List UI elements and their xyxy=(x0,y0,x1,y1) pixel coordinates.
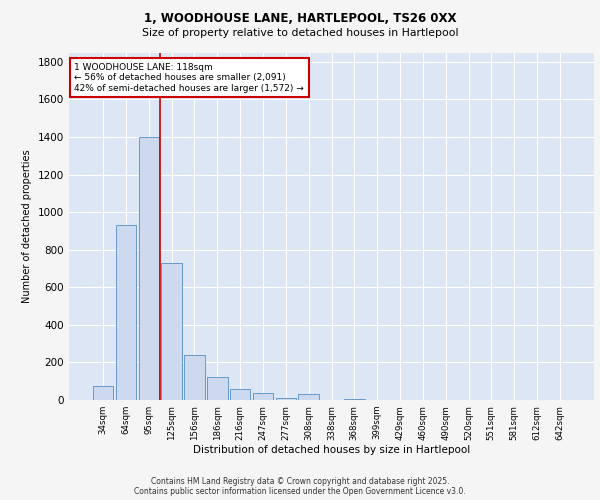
Bar xyxy=(161,263,182,400)
Text: Size of property relative to detached houses in Hartlepool: Size of property relative to detached ho… xyxy=(142,28,458,38)
Bar xyxy=(139,137,159,400)
Bar xyxy=(230,388,250,400)
Bar xyxy=(253,394,273,400)
Bar xyxy=(298,394,319,400)
X-axis label: Distribution of detached houses by size in Hartlepool: Distribution of detached houses by size … xyxy=(193,446,470,456)
Bar xyxy=(93,386,113,400)
Bar xyxy=(275,398,296,400)
Bar xyxy=(207,378,227,400)
Bar xyxy=(116,226,136,400)
Text: 1, WOODHOUSE LANE, HARTLEPOOL, TS26 0XX: 1, WOODHOUSE LANE, HARTLEPOOL, TS26 0XX xyxy=(144,12,456,26)
Y-axis label: Number of detached properties: Number of detached properties xyxy=(22,150,32,303)
Bar xyxy=(184,355,205,400)
Text: 1 WOODHOUSE LANE: 118sqm
← 56% of detached houses are smaller (2,091)
42% of sem: 1 WOODHOUSE LANE: 118sqm ← 56% of detach… xyxy=(74,63,304,92)
Text: Contains HM Land Registry data © Crown copyright and database right 2025.
Contai: Contains HM Land Registry data © Crown c… xyxy=(134,476,466,496)
Bar xyxy=(344,399,365,400)
